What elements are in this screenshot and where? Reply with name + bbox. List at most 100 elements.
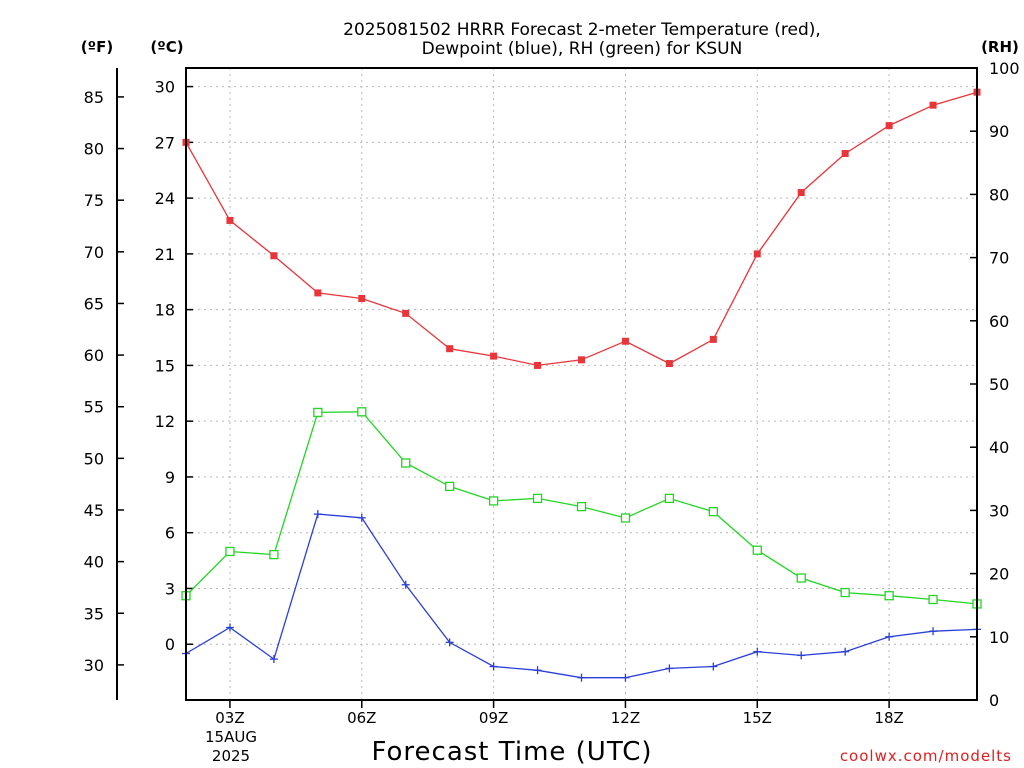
2-meter-temperature-point	[709, 335, 717, 343]
rh-point	[357, 407, 367, 417]
rh-tick-label: 50	[989, 375, 1009, 394]
chart-title-line-1: 2025081502 HRRR Forecast 2-meter Tempera…	[343, 20, 821, 40]
rh-point	[488, 496, 499, 506]
dewpoint-line	[185, 513, 978, 679]
dewpoint-point	[401, 580, 410, 589]
dewpoint-point	[797, 651, 806, 660]
2-meter-temperature-point	[226, 216, 234, 224]
time-tick-label: 15Z	[743, 709, 772, 727]
rh-unit-label: (RH)	[981, 38, 1019, 56]
series-layer	[181, 88, 982, 682]
celsius-tick-label: 6	[165, 524, 175, 543]
credit-text: coolwx.com/modelts	[840, 747, 1012, 765]
rh-tick-label: 60	[989, 312, 1009, 331]
rh-point	[928, 594, 938, 605]
2-meter-temperature-point	[402, 309, 410, 317]
dewpoint-point	[929, 627, 938, 636]
2-meter-temperature-point	[753, 250, 761, 258]
rh-tick-label: 20	[989, 565, 1009, 584]
rh-point	[620, 513, 631, 523]
celsius-tick-label: 9	[165, 468, 175, 487]
dewpoint-point	[313, 510, 322, 519]
time-tick-label: 12Z	[611, 709, 640, 727]
dewpoint-point	[357, 513, 366, 522]
fahrenheit-unit-label: (ºF)	[81, 38, 113, 56]
2-meter-temperature-point	[270, 252, 278, 260]
2-meter-temperature-point	[797, 189, 805, 197]
rh-axis: 0 10 20 30 40 50 60 70 80 90 100	[970, 59, 1020, 710]
dewpoint-point	[621, 673, 630, 682]
2-meter-temperature-point	[358, 294, 366, 302]
time-tick-label: 18Z	[874, 709, 903, 727]
rh-point	[532, 493, 543, 504]
2-meter-temperature-point	[446, 345, 454, 353]
celsius-axis: 0 3 6 9 12 15 18 21 24 27 30	[155, 78, 193, 654]
rh-point	[752, 545, 762, 555]
celsius-tick-label: 21	[155, 245, 175, 264]
rh-point	[269, 549, 279, 560]
dewpoint-point	[225, 623, 234, 632]
fahrenheit-tick-label: 60	[84, 346, 104, 365]
2-meter-temperature-series	[182, 88, 981, 369]
rh-point	[225, 546, 235, 557]
celsius-tick-label: 18	[155, 301, 175, 320]
gridlines	[186, 68, 977, 700]
x-date-year: 2025	[212, 747, 250, 765]
celsius-unit-label: (ºC)	[150, 38, 183, 56]
2-meter-temperature-point	[841, 150, 849, 158]
dewpoint-point	[445, 638, 454, 647]
dewpoint-point	[665, 664, 674, 673]
fahrenheit-tick-label: 40	[84, 553, 104, 572]
time-tick-label: 09Z	[479, 709, 508, 727]
chart-title-line-2: Dewpoint (blue), RH (green) for KSUN	[422, 39, 743, 59]
dewpoint-series	[182, 510, 981, 682]
rh-point	[313, 407, 323, 418]
fahrenheit-tick-label: 45	[84, 501, 104, 520]
celsius-tick-label: 24	[155, 189, 175, 208]
dewpoint-point	[533, 666, 542, 675]
rh-tick-label: 100	[989, 59, 1020, 78]
x-date-day: 15AUG	[205, 728, 257, 746]
rh-point	[576, 501, 587, 512]
dewpoint-point	[753, 647, 762, 656]
fahrenheit-tick-label: 35	[84, 604, 104, 623]
time-tick-label: 03Z	[215, 709, 244, 727]
rh-point	[884, 591, 894, 601]
dewpoint-point	[841, 647, 850, 656]
rh-tick-label: 80	[989, 185, 1009, 204]
celsius-tick-label: 30	[155, 78, 175, 97]
rh-point	[401, 458, 411, 468]
fahrenheit-tick-label: 85	[84, 88, 104, 107]
fahrenheit-tick-label: 75	[84, 191, 104, 210]
plot-frame	[185, 67, 978, 701]
dewpoint-point	[709, 662, 718, 671]
rh-tick-label: 30	[989, 501, 1009, 520]
fahrenheit-tick-label: 50	[84, 449, 104, 468]
rh-point	[664, 493, 675, 504]
fahrenheit-axis: 30 35 40 45 50 55 60 65 70 75 80 85	[84, 88, 124, 675]
rh-point	[796, 573, 806, 583]
time-tick-label: 06Z	[347, 709, 376, 727]
2-meter-temperature-point	[578, 356, 585, 364]
time-axis: 03Z 06Z 09Z 12Z 15Z 18Z	[215, 700, 904, 727]
rh-tick-label: 40	[989, 438, 1009, 457]
fahrenheit-tick-label: 70	[84, 243, 104, 262]
dewpoint-point	[577, 673, 586, 682]
fahrenheit-tick-label: 30	[84, 656, 104, 675]
rh-tick-label: 10	[989, 628, 1009, 647]
rh-tick-label: 70	[989, 249, 1009, 268]
2-meter-temperature-point	[490, 352, 498, 360]
2-meter-temperature-point	[621, 337, 629, 345]
celsius-tick-label: 27	[155, 133, 175, 152]
x-axis-label: Forecast Time (UTC)	[371, 737, 652, 767]
fahrenheit-tick-label: 55	[84, 398, 104, 417]
fahrenheit-tick-label: 65	[84, 294, 104, 313]
dewpoint-point	[269, 655, 278, 664]
2-meter-temperature-point	[665, 360, 673, 368]
dewpoint-point	[489, 662, 498, 671]
2-meter-temperature-point	[885, 122, 893, 130]
rh-tick-label: 0	[989, 691, 999, 710]
rh-point	[708, 507, 718, 517]
rh-tick-label: 90	[989, 122, 1009, 141]
